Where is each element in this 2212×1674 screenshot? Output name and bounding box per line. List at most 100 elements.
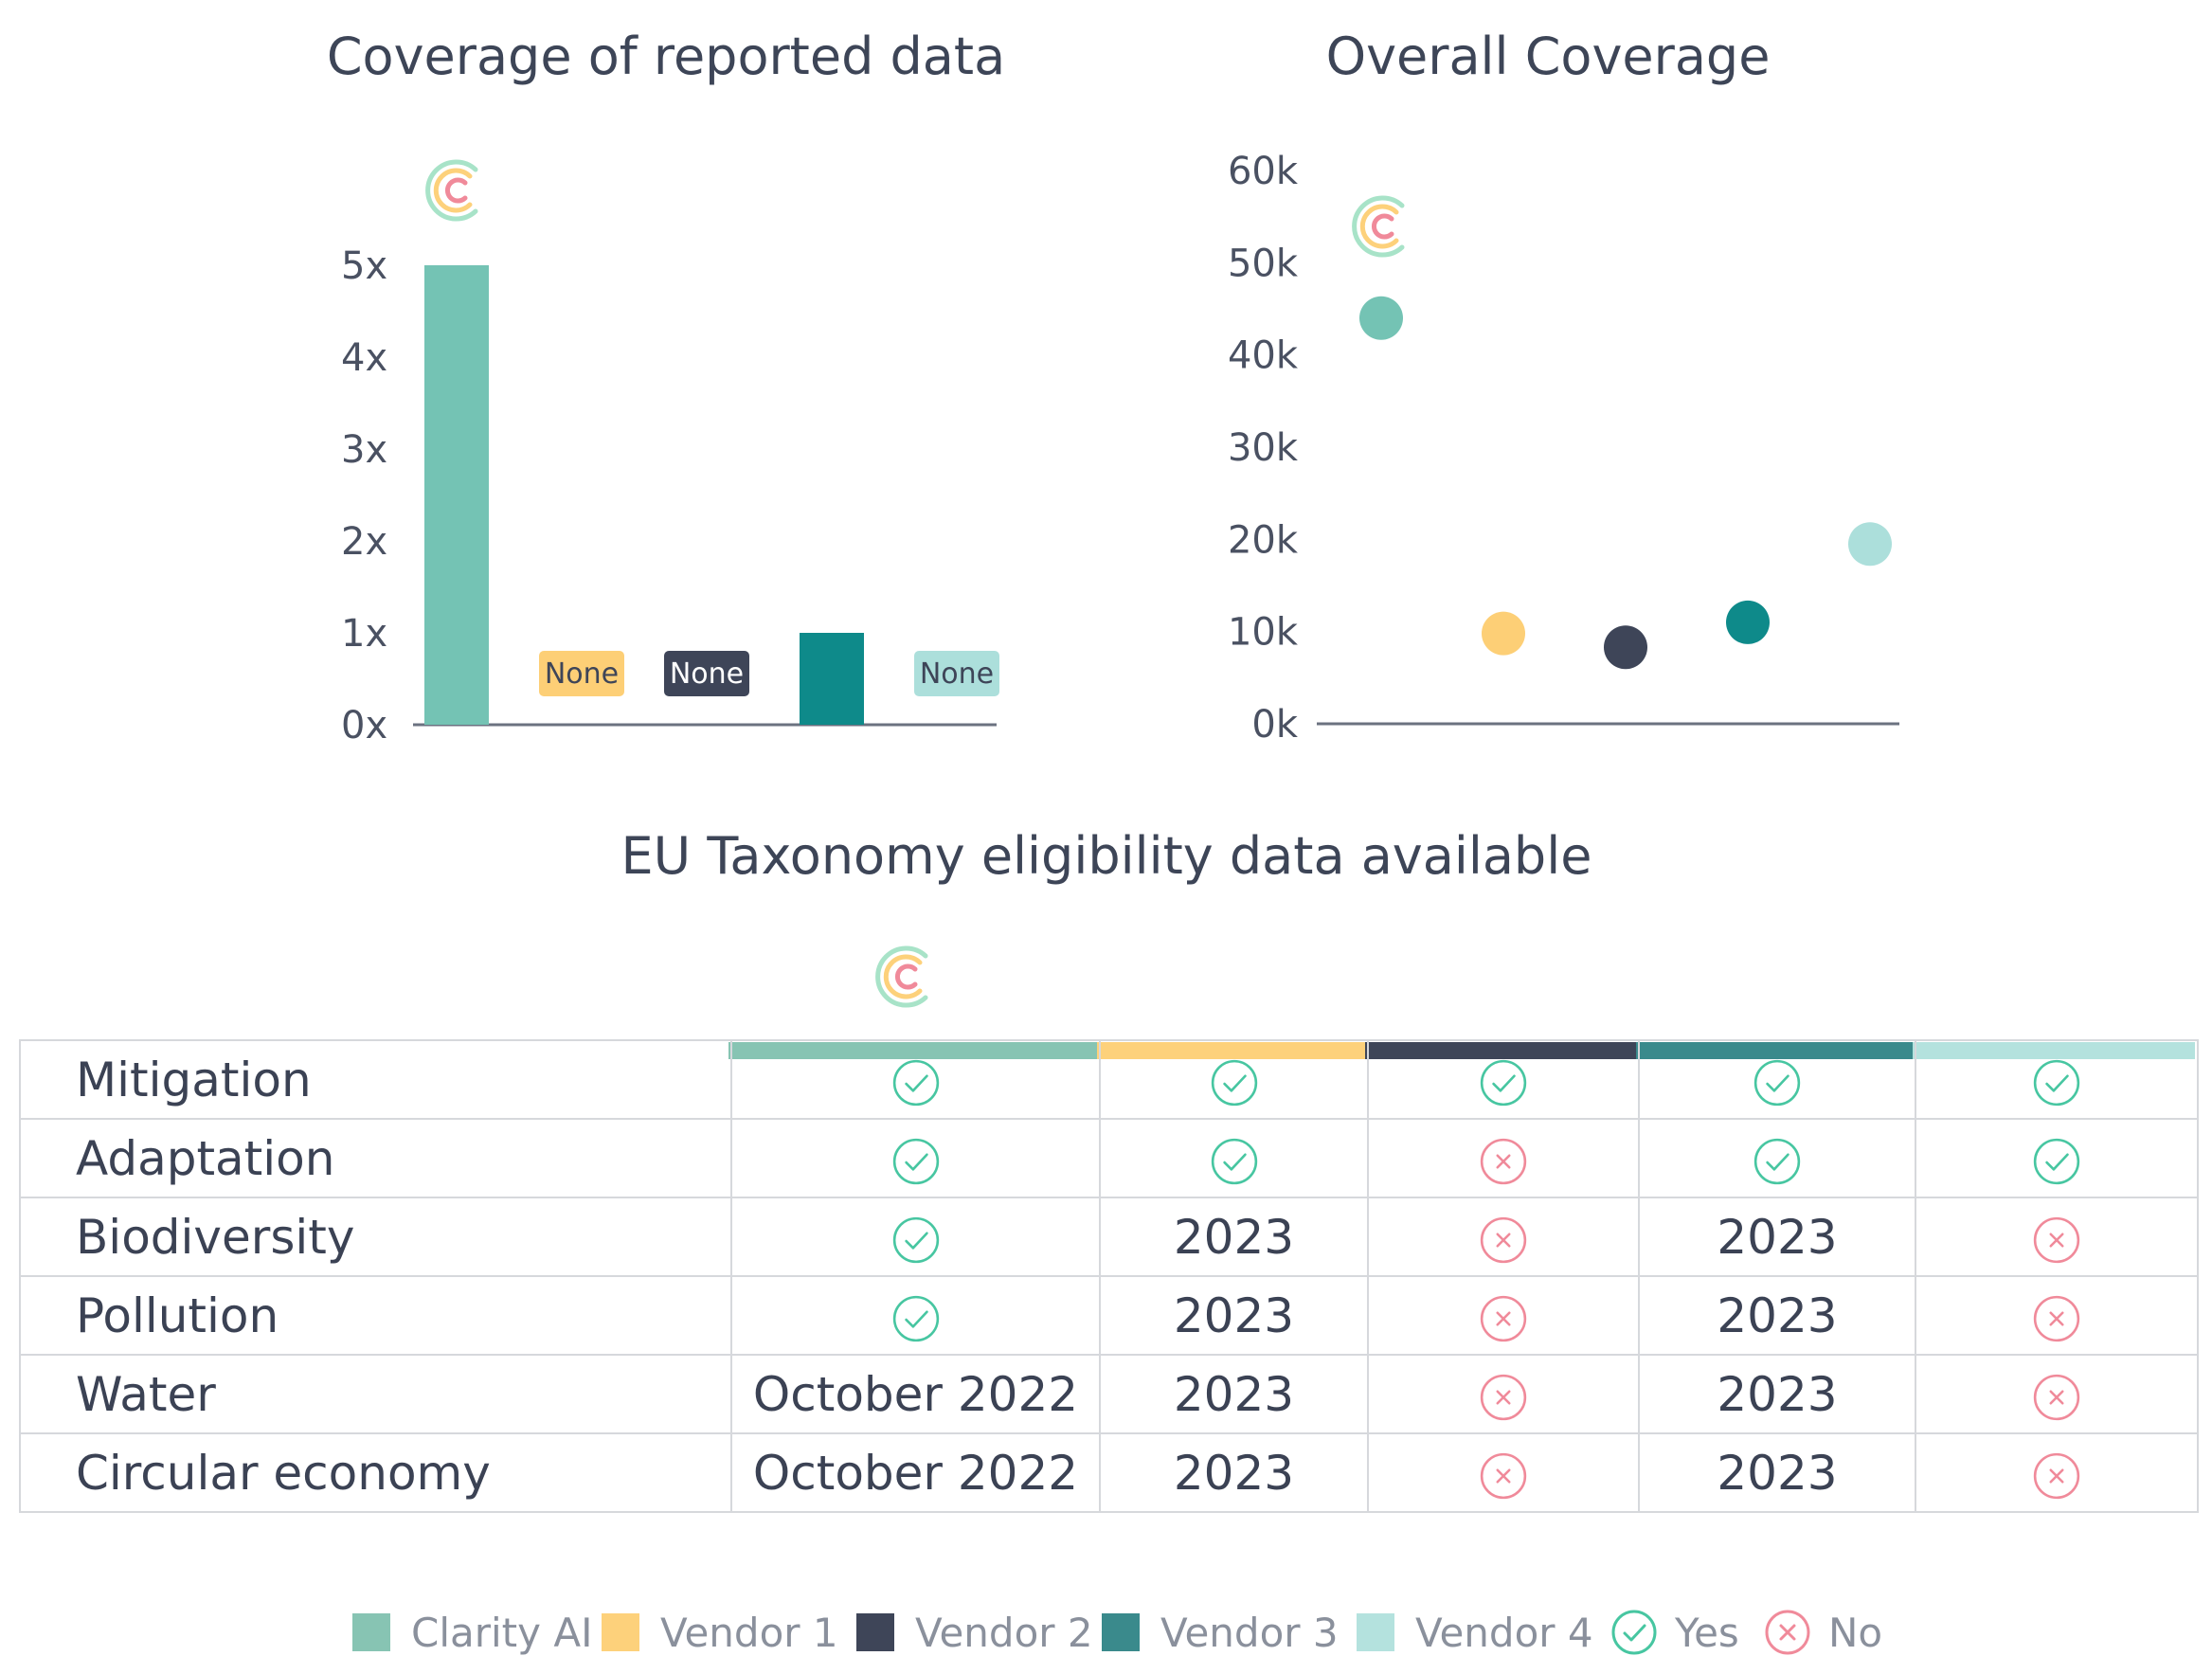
x-circle-icon (1480, 1374, 1527, 1420)
legend-label: Vendor 2 (915, 1609, 1093, 1656)
check-circle-icon (2033, 1059, 2080, 1106)
x-circle-icon (1480, 1138, 1527, 1184)
bar-vendor-3 (800, 633, 864, 725)
y-tick-label: 40k (1228, 334, 1299, 378)
table-cell (1099, 1118, 1369, 1198)
check-circle-icon (892, 1059, 939, 1106)
y-tick-label: 20k (1228, 518, 1299, 562)
none-label: None (545, 657, 619, 691)
table-cell: 2023 (1638, 1275, 1916, 1356)
check-circle-icon (1480, 1059, 1527, 1106)
clarity-logo-icon (875, 945, 928, 1008)
point-vendor-4 (1848, 522, 1892, 567)
x-circle-icon (1765, 1610, 1810, 1655)
table-cell: 2023 (1099, 1354, 1369, 1434)
table-row: Pollution 2023 2023 (19, 1275, 2199, 1356)
table-cell: 2023 (1099, 1197, 1369, 1277)
legend-no-label: No (1828, 1609, 1883, 1656)
table-cell (730, 1275, 1101, 1356)
none-label: None (920, 657, 994, 691)
table-cell (1367, 1118, 1640, 1198)
legend-swatch (856, 1613, 894, 1651)
y-tick-label: 60k (1228, 150, 1299, 193)
y-tick-label: 0k (1251, 703, 1298, 747)
y-tick-label: 30k (1228, 426, 1299, 470)
table-cell (730, 1039, 1101, 1120)
y-tick-label: 2x (341, 520, 387, 564)
row-label: Mitigation (19, 1039, 732, 1120)
none-badge-vendor-4 (914, 651, 999, 696)
legend-item-clarity: Clarity AI (352, 1604, 592, 1661)
table-cell (1099, 1039, 1369, 1120)
eu-taxonomy-table: Mitigation Adaptation Biodiversity 2023 2023… (19, 1039, 2199, 1513)
legend-swatch (1357, 1613, 1394, 1651)
table-cell (730, 1118, 1101, 1198)
table-row: Water October 2022 2023 2023 (19, 1354, 2199, 1434)
table-row: Biodiversity 2023 2023 (19, 1197, 2199, 1277)
legend-item-vendor3: Vendor 3 (1102, 1604, 1339, 1661)
overall-coverage-scatter-chart: 0k 10k 20k 30k 40k 50k 60k (1228, 150, 1899, 747)
legend: Clarity AI Vendor 1 Vendor 2 Vendor 3 Ve… (0, 1604, 2212, 1661)
legend-item-no: No (1764, 1604, 1882, 1661)
check-circle-icon (892, 1295, 939, 1341)
table-cell (1367, 1275, 1640, 1356)
legend-item-vendor4: Vendor 4 (1357, 1604, 1593, 1661)
x-circle-icon (1480, 1295, 1527, 1341)
table-cell: 2023 (1638, 1354, 1916, 1434)
y-tick-label: 5x (341, 244, 387, 288)
legend-swatch (602, 1613, 639, 1651)
legend-label: Vendor 4 (1415, 1609, 1593, 1656)
row-label: Biodiversity (19, 1197, 732, 1277)
table-cell (1367, 1039, 1640, 1120)
check-circle-icon (1611, 1610, 1657, 1655)
x-circle-icon (2033, 1374, 2080, 1420)
point-vendor-3 (1726, 600, 1770, 644)
legend-item-vendor1: Vendor 1 (602, 1604, 838, 1661)
legend-label: Vendor 3 (1160, 1609, 1339, 1656)
table-cell: 2023 (1099, 1432, 1369, 1513)
legend-label: Vendor 1 (660, 1609, 838, 1656)
check-circle-icon (1753, 1138, 1801, 1184)
table-cell (1915, 1039, 2199, 1120)
table-row: Mitigation (19, 1039, 2199, 1120)
clarity-logo-icon (425, 159, 478, 222)
row-label: Water (19, 1354, 732, 1434)
scatter-chart-title: Overall Coverage (1325, 27, 1771, 86)
table-cell: 2023 (1638, 1197, 1916, 1277)
table-cell (730, 1197, 1101, 1277)
row-label: Circular economy (19, 1432, 732, 1513)
point-vendor-2 (1604, 625, 1647, 670)
table-cell: October 2022 (730, 1432, 1101, 1513)
x-circle-icon (1480, 1216, 1527, 1263)
legend-item-vendor2: Vendor 2 (856, 1604, 1093, 1661)
check-circle-icon (1211, 1059, 1257, 1106)
x-circle-icon (2033, 1295, 2080, 1341)
table-row: Circular economy October 2022 2023 2023 (19, 1432, 2199, 1513)
table-cell (1638, 1118, 1916, 1198)
none-badge-vendor-2 (664, 651, 749, 696)
x-circle-icon (2033, 1452, 2080, 1499)
table-cell (1367, 1197, 1640, 1277)
row-label: Pollution (19, 1275, 732, 1356)
table-cell (1367, 1432, 1640, 1513)
table-cell (1367, 1354, 1640, 1434)
row-label: Adaptation (19, 1118, 732, 1198)
check-circle-icon (1753, 1059, 1801, 1106)
table-cell (1638, 1039, 1916, 1120)
table-cell: October 2022 (730, 1354, 1101, 1434)
legend-swatch (352, 1613, 390, 1651)
table-cell (1915, 1275, 2199, 1356)
y-tick-label: 0x (341, 704, 387, 747)
none-label: None (670, 657, 744, 691)
bar-clarity-ai (424, 265, 489, 725)
y-tick-label: 1x (341, 612, 387, 656)
legend-label: Clarity AI (411, 1609, 593, 1656)
check-circle-icon (2033, 1138, 2080, 1184)
legend-item-yes: Yes (1610, 1604, 1739, 1661)
coverage-bar-chart: 0x 1x 2x 3x 4x 5x None None None (341, 244, 999, 747)
table-cell (1915, 1354, 2199, 1434)
check-circle-icon (1211, 1138, 1257, 1184)
check-circle-icon (892, 1216, 939, 1263)
x-circle-icon (2033, 1216, 2080, 1263)
none-badge-vendor-1 (539, 651, 624, 696)
